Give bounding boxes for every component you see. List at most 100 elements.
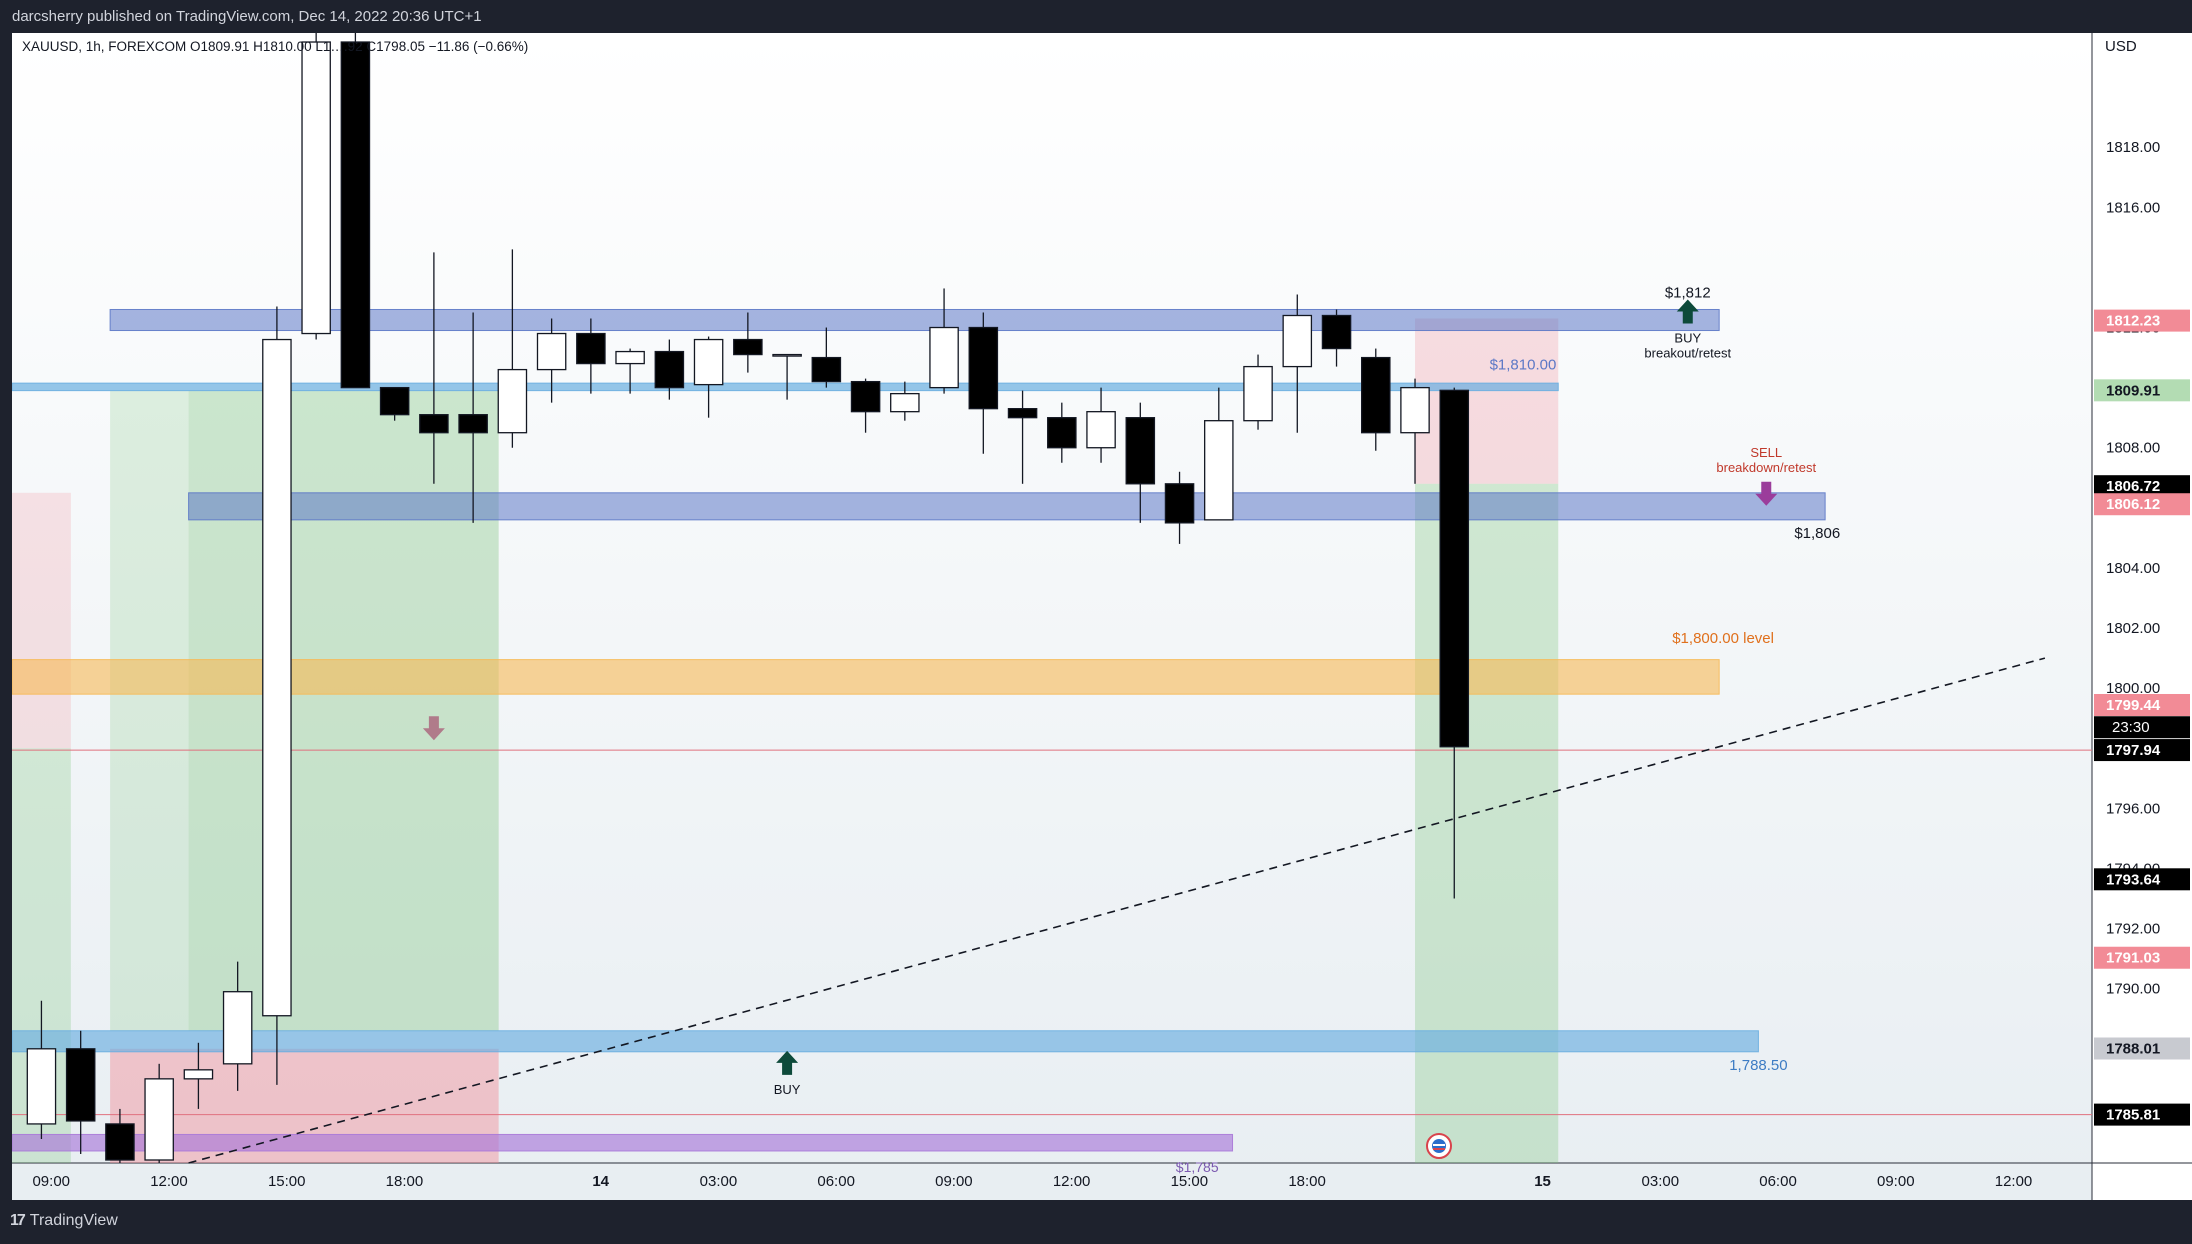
chart-annotation[interactable]: SELL <box>1750 445 1782 460</box>
sell-breakdown-arrow-icon[interactable] <box>1755 481 1778 506</box>
price-label[interactable]: 1797.94 <box>2094 739 2190 762</box>
candle[interactable] <box>301 33 331 340</box>
candle[interactable] <box>1360 348 1391 451</box>
tradingview-brand-text: TradingView <box>29 1212 118 1229</box>
candle-body-up <box>1086 411 1116 449</box>
left-stop-region <box>12 492 71 749</box>
chart-annotation[interactable]: $1,812 <box>1665 284 1711 301</box>
price-label-text: 1788.01 <box>2106 1040 2160 1057</box>
buy-support-arrow-icon[interactable] <box>776 1050 799 1075</box>
candle[interactable] <box>497 249 528 448</box>
candle[interactable] <box>419 252 449 484</box>
candle-body-up <box>301 41 331 335</box>
price-label-text: 1812.23 <box>2106 313 2160 330</box>
support-1788-zone[interactable] <box>12 1030 1759 1053</box>
candle-body-down <box>340 41 371 389</box>
candle[interactable] <box>772 353 802 400</box>
candle[interactable] <box>379 386 410 421</box>
price-label[interactable]: 1799.44 <box>2094 693 2190 716</box>
candle[interactable] <box>26 1000 57 1139</box>
candle-body-down <box>1360 356 1391 434</box>
price-label[interactable]: 1791.03 <box>2094 946 2190 969</box>
candle[interactable] <box>733 312 763 373</box>
countdown-text: 23:30 <box>2112 719 2150 736</box>
candle-body-down <box>65 1048 96 1122</box>
candle-body-down <box>733 338 763 356</box>
price-label-bg <box>2094 475 2190 498</box>
chart-annotation[interactable]: breakout/retest <box>1644 346 1731 361</box>
candle[interactable] <box>144 1063 174 1163</box>
countdown-label: 23:30 <box>2094 716 2190 739</box>
candle[interactable] <box>1125 402 1156 523</box>
candle[interactable] <box>65 1030 96 1154</box>
candle[interactable] <box>576 318 606 394</box>
y-tick-label: 1790.00 <box>2106 981 2160 998</box>
buy-breakout-arrow-icon[interactable] <box>1676 299 1699 324</box>
price-label[interactable]: 1806.72 <box>2094 475 2190 498</box>
candle[interactable] <box>105 1108 135 1163</box>
chart-annotation[interactable]: $1,785 <box>1176 1159 1219 1175</box>
candle[interactable] <box>1400 378 1430 484</box>
candle-body-up <box>772 353 802 357</box>
candle-body-up <box>26 1048 57 1125</box>
candle[interactable] <box>1204 387 1234 521</box>
price-label[interactable]: 1806.12 <box>2094 493 2190 516</box>
chart-annotation[interactable]: BUY <box>1674 331 1701 346</box>
level-1810-zone[interactable] <box>12 382 1559 392</box>
candle[interactable] <box>340 33 371 389</box>
candle[interactable] <box>262 306 292 1085</box>
chart-annotation[interactable]: $1,806 <box>1794 525 1840 542</box>
candle[interactable] <box>693 336 724 418</box>
price-label[interactable]: 1788.01 <box>2094 1037 2190 1060</box>
price-label-bg <box>2094 493 2190 516</box>
x-tick-label: 09:00 <box>32 1173 70 1190</box>
candle[interactable] <box>890 381 920 421</box>
candle[interactable] <box>615 348 645 394</box>
candle-body-up <box>693 338 724 386</box>
y-tick-label: 1816.00 <box>2106 199 2160 216</box>
candle[interactable] <box>811 327 842 388</box>
candle[interactable] <box>654 339 685 400</box>
support-1806-zone[interactable] <box>188 492 1826 521</box>
candle[interactable] <box>1164 471 1195 544</box>
price-label[interactable]: 1785.81 <box>2094 1103 2190 1126</box>
candle[interactable] <box>1007 390 1038 484</box>
candle[interactable] <box>968 312 999 454</box>
price-label[interactable]: 1812.23 <box>2094 309 2190 332</box>
chart-annotation[interactable]: $1,810.00 <box>1490 357 1557 374</box>
support-1785-zone[interactable] <box>12 1133 1234 1152</box>
chart-annotation[interactable]: 1,788.50 <box>1729 1057 1787 1074</box>
chart-annotation[interactable]: $1,800.00 level <box>1672 630 1774 647</box>
faded-sell-arrow-icon[interactable] <box>422 716 445 741</box>
candle-body-up <box>144 1078 174 1161</box>
price-label-bg <box>2094 309 2190 332</box>
price-label[interactable]: 1809.91 <box>2094 379 2190 402</box>
candle-body-down <box>1164 483 1195 524</box>
candle-body-down <box>968 326 999 410</box>
candle-body-down <box>458 414 488 434</box>
price-label-bg <box>2094 379 2190 402</box>
candle[interactable] <box>458 312 488 523</box>
level-1800-zone[interactable] <box>12 659 1720 695</box>
candle[interactable] <box>850 378 881 433</box>
candle[interactable] <box>1047 402 1077 463</box>
candle[interactable] <box>1086 387 1116 463</box>
tradingview-logo[interactable]: 17 TradingView <box>10 1212 118 1230</box>
candle[interactable] <box>929 288 959 394</box>
candle-body-up <box>222 991 253 1065</box>
candle[interactable] <box>1321 309 1352 367</box>
old-target-region-b <box>188 390 499 1031</box>
candle[interactable] <box>222 961 253 1091</box>
dashed-trendline[interactable] <box>188 657 2046 1164</box>
chart-annotation[interactable]: breakdown/retest <box>1716 460 1816 475</box>
price-label-bg <box>2094 868 2190 891</box>
candlestick-chart[interactable]: $1,812BUYbreakout/retest$1,810.00SELLbre… <box>12 33 2192 1200</box>
candle[interactable] <box>1243 354 1273 430</box>
chart-annotation[interactable]: BUY <box>774 1082 801 1097</box>
economic-event-icon[interactable] <box>1426 1133 1452 1159</box>
candle[interactable] <box>1282 294 1313 433</box>
candle[interactable] <box>1439 387 1470 899</box>
candle[interactable] <box>536 318 567 403</box>
price-label[interactable]: 1793.64 <box>2094 868 2190 891</box>
candle[interactable] <box>183 1042 214 1109</box>
